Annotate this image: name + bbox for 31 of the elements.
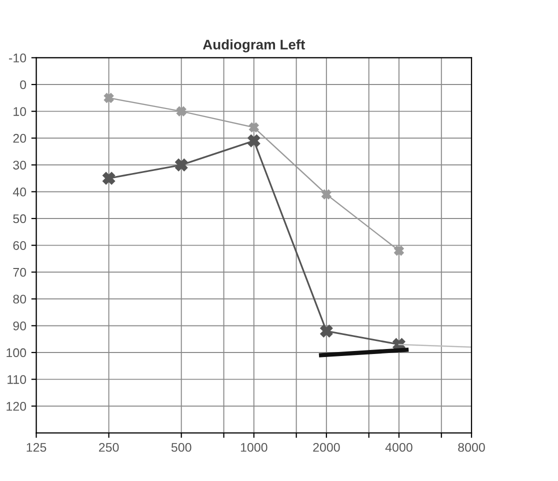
x-tick-label: 500 [171,442,192,452]
y-tick-label: 110 [8,375,26,384]
point [322,190,332,200]
y-tick-label: 20 [13,134,26,143]
x-tick-label: 125 [26,442,46,452]
point [104,93,114,103]
y-tick-label: 60 [13,241,26,250]
x-tick-label: 1000 [240,442,268,452]
y-tick-label: 120 [6,402,26,411]
y-tick-label: 40 [12,188,26,196]
y-tick-label: 100 [6,348,26,358]
y-tick-label: -10 [9,54,26,62]
y-tick-label: 10 [14,107,26,116]
y-tick-label: 70 [13,268,26,277]
point [176,106,186,116]
x-tick-label: 250 [99,442,119,452]
y-tick-label: 0 [20,80,26,90]
point [175,158,188,172]
point [102,172,116,185]
point [320,324,333,338]
x-tick-label: 8000 [458,442,485,452]
y-tick-label: 80 [13,294,26,304]
point [249,122,259,132]
point [394,246,404,256]
y-tick-label: 90 [13,322,26,330]
point [248,134,260,148]
y-tick-label: 30 [13,160,26,170]
y-tick-label: 50 [13,214,26,224]
x-tick-label: 2000 [313,442,340,452]
x-tick-label: 4000 [385,442,412,452]
chart-title: Audiogram Left [202,39,306,52]
